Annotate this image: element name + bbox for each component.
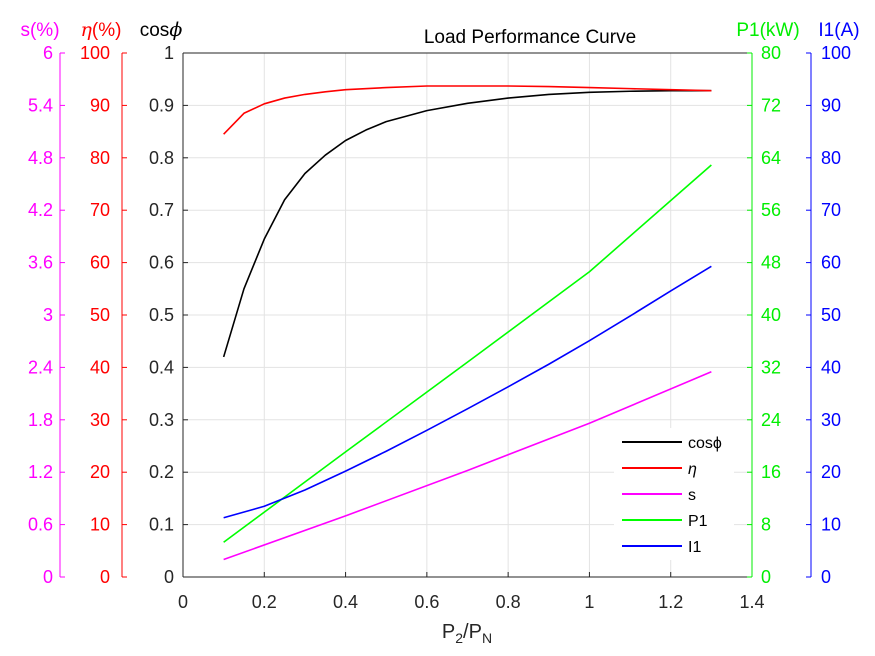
cos-tick-label: 0.4 [149, 357, 174, 377]
x-axis-label-mid: /P [463, 621, 482, 643]
p1-tick-label: 64 [761, 148, 781, 168]
series-line-eta [223, 85, 712, 135]
s-tick-label: 3 [43, 305, 53, 325]
p1-axis-title: P1(kW) [736, 20, 799, 41]
p1-tick-label: 24 [761, 410, 781, 430]
s-tick-label: 6 [43, 43, 53, 63]
cos-axis-title: cosϕ [140, 19, 183, 41]
i1-tick-label: 80 [821, 148, 841, 168]
cos-tick-label: 0.5 [149, 305, 174, 325]
p1-tick-label: 80 [761, 43, 781, 63]
x-axis-label-sub2: N [482, 630, 492, 646]
series-lines [222, 85, 712, 561]
s-tick-label: 0 [43, 567, 53, 587]
x-tick-label: 1 [584, 592, 594, 612]
legend: cosϕ ηs P1 I1 [614, 428, 734, 560]
series-line-s [223, 371, 712, 561]
x-axis-label: P2/PN [442, 621, 492, 646]
s-tick-label: 1.2 [28, 462, 53, 482]
s-tick-label: 3.6 [28, 253, 53, 273]
p1-tick-label: 0 [761, 567, 771, 587]
s-tick-label: 1.8 [28, 410, 53, 430]
x-tick-label: 0.6 [414, 592, 439, 612]
legend-label-p1: P1 [688, 513, 708, 530]
cos-tick-label: 1 [164, 43, 174, 63]
eta-axis-title: η(%) [81, 19, 122, 41]
eta-axis-title-unit: (%) [92, 20, 122, 41]
x-tick-label: 1.2 [658, 592, 683, 612]
eta-axis-title-symbol: η [81, 19, 93, 41]
legend-label-cos: cosϕ [688, 435, 722, 452]
x-axis-label-sub1: 2 [455, 630, 463, 646]
eta-tick-label: 50 [90, 305, 110, 325]
i1-tick-label: 30 [821, 410, 841, 430]
p1-tick-label: 72 [761, 95, 781, 115]
cos-tick-label: 0.9 [149, 95, 174, 115]
axes: 0 0.2 0.4 0.6 0.8 1 1.2 1.4 0 0.6 1.2 1.8 2.4 3 3.6 4.2… [28, 43, 851, 612]
cos-tick-label: 0.6 [149, 253, 174, 273]
cos-axis-title-symbol: ϕ [169, 19, 182, 41]
eta-tick-label: 90 [90, 95, 110, 115]
x-tick-label: 0 [178, 592, 188, 612]
cos-tick-label: 0 [164, 567, 174, 587]
eta-tick-label: 30 [90, 410, 110, 430]
s-tick-label: 4.2 [28, 200, 53, 220]
i1-tick-label: 20 [821, 462, 841, 482]
x-axis-label-base: P [442, 621, 455, 643]
x-tick-label: 1.4 [739, 592, 764, 612]
x-tick-label: 0.8 [496, 592, 521, 612]
x-tick-label: 0.4 [333, 592, 358, 612]
s-tick-label: 2.4 [28, 357, 53, 377]
eta-tick-label: 10 [90, 515, 110, 535]
s-tick-label: 4.8 [28, 148, 53, 168]
series-line-p1 [223, 164, 712, 543]
eta-tick-label: 20 [90, 462, 110, 482]
s-axis-title: s(%) [20, 20, 59, 41]
eta-tick-label: 40 [90, 357, 110, 377]
i1-tick-label: 90 [821, 95, 841, 115]
p1-tick-label: 16 [761, 462, 781, 482]
cos-tick-label: 0.1 [149, 515, 174, 535]
i1-tick-label: 0 [821, 567, 831, 587]
i1-axis-title: I1(A) [818, 20, 859, 41]
grid-lines [183, 53, 752, 577]
eta-tick-label: 0 [100, 567, 110, 587]
series-line-cos [222, 89, 712, 358]
p1-tick-label: 56 [761, 200, 781, 220]
cos-tick-label: 0.3 [149, 410, 174, 430]
i1-tick-label: 100 [821, 43, 851, 63]
i1-tick-label: 60 [821, 253, 841, 273]
cos-tick-label: 0.7 [149, 200, 174, 220]
i1-tick-label: 40 [821, 357, 841, 377]
p1-tick-label: 32 [761, 357, 781, 377]
p1-tick-label: 8 [761, 515, 771, 535]
series-line-i1 [223, 265, 712, 519]
eta-tick-label: 80 [90, 148, 110, 168]
eta-tick-label: 100 [80, 43, 110, 63]
legend-label-i1: I1 [688, 539, 701, 556]
s-tick-label: 5.4 [28, 95, 53, 115]
p1-tick-label: 48 [761, 253, 781, 273]
legend-label-eta: η [688, 461, 697, 478]
chart-title: Load Performance Curve [424, 27, 636, 48]
legend-label-s: s [688, 487, 696, 504]
s-tick-label: 0.6 [28, 515, 53, 535]
cos-axis-title-text: cos [140, 20, 170, 41]
eta-tick-label: 70 [90, 200, 110, 220]
eta-tick-label: 60 [90, 253, 110, 273]
i1-tick-label: 70 [821, 200, 841, 220]
x-tick-label: 0.2 [252, 592, 277, 612]
cos-tick-label: 0.8 [149, 148, 174, 168]
i1-tick-label: 50 [821, 305, 841, 325]
p1-tick-label: 40 [761, 305, 781, 325]
i1-tick-label: 10 [821, 515, 841, 535]
cos-tick-label: 0.2 [149, 462, 174, 482]
